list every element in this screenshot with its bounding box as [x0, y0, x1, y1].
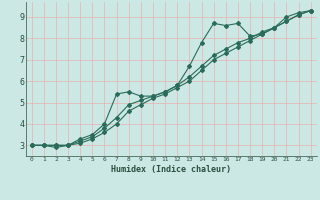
- X-axis label: Humidex (Indice chaleur): Humidex (Indice chaleur): [111, 165, 231, 174]
